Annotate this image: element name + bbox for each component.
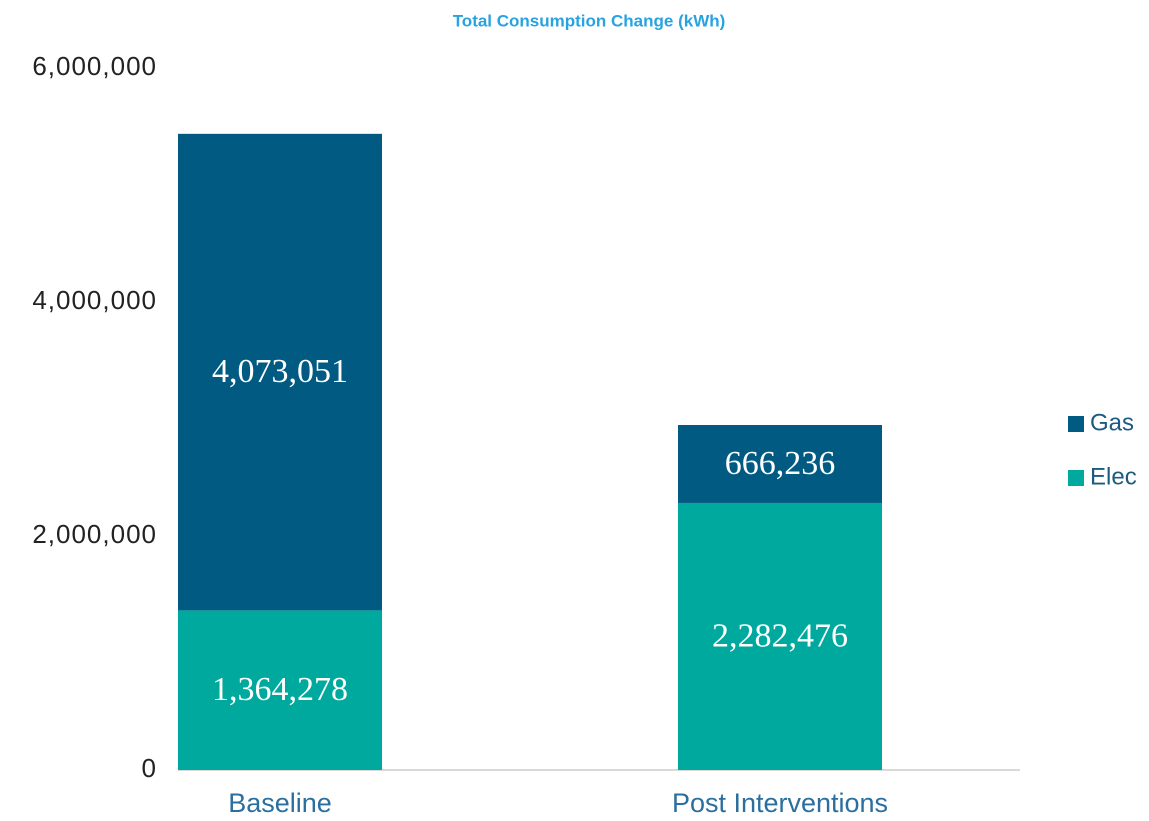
chart-title: Total Consumption Change (kWh) — [453, 11, 726, 30]
bar-segment — [178, 610, 382, 770]
value-label: 666,236 — [725, 445, 836, 482]
legend-swatch — [1068, 416, 1084, 432]
bar-segment — [678, 502, 882, 770]
y-tick-label: 6,000,000 — [32, 51, 157, 81]
legend-label: Gas — [1090, 409, 1134, 436]
x-tick-label: Post Interventions — [672, 788, 888, 818]
legend-label: Elec — [1090, 463, 1137, 490]
y-tick-label: 4,000,000 — [32, 285, 157, 315]
legend-swatch — [1068, 470, 1084, 486]
y-tick-label: 0 — [142, 753, 157, 783]
bar-segment — [678, 425, 882, 503]
value-label: 4,073,051 — [212, 353, 348, 390]
value-label: 2,282,476 — [712, 617, 848, 654]
bar-segment — [178, 133, 382, 611]
y-tick-label: 2,000,000 — [32, 519, 157, 549]
value-label: 1,364,278 — [212, 671, 348, 708]
x-tick-label: Baseline — [228, 788, 332, 818]
